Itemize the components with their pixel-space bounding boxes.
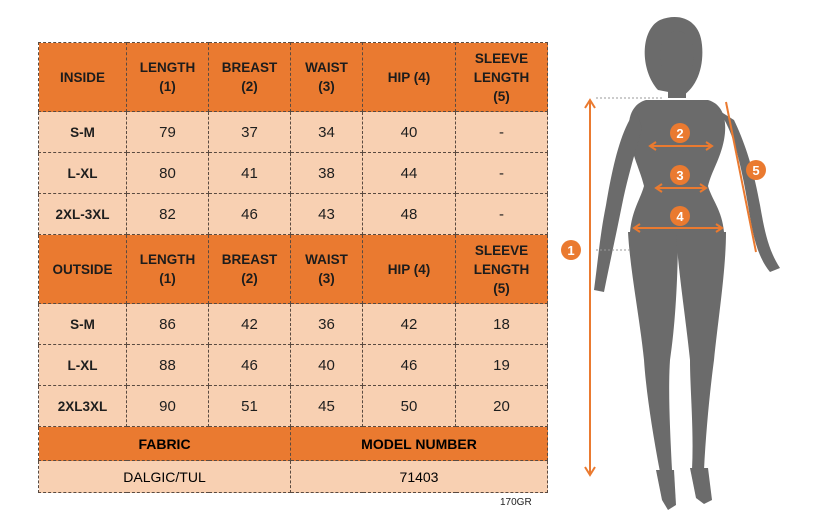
- header-hip: HIP (4): [362, 42, 456, 112]
- table-row: L-XL 88 46 40 46 19: [38, 344, 548, 386]
- marker-4: 4: [670, 206, 690, 226]
- marker-5: 5: [746, 160, 766, 180]
- size-label: L-XL: [38, 344, 127, 386]
- marker-3: 3: [670, 165, 690, 185]
- header-breast: BREAST (2): [208, 42, 291, 112]
- header-sleeve-length: SLEEVE LENGTH (5): [455, 42, 548, 112]
- fabric-label: FABRIC: [38, 426, 291, 461]
- size-label: S-M: [38, 303, 127, 345]
- table-row: S-M 79 37 34 40 -: [38, 111, 548, 153]
- value-cell: 18: [455, 303, 548, 345]
- value-cell: 20: [455, 385, 548, 427]
- outside-header-cell: OUTSIDE: [38, 234, 127, 304]
- svg-text:4: 4: [676, 209, 684, 224]
- value-cell: 34: [290, 111, 363, 153]
- outside-header-row: OUTSIDE LENGTH (1) BREAST (2) WAIST (3) HIP…: [38, 234, 548, 304]
- value-cell: 90: [126, 385, 209, 427]
- value-cell: 48: [362, 193, 456, 235]
- value-cell: 41: [208, 152, 291, 194]
- value-cell: 86: [126, 303, 209, 345]
- value-cell: 46: [208, 344, 291, 386]
- svg-text:2: 2: [676, 126, 683, 141]
- header-length: LENGTH (1): [126, 42, 209, 112]
- value-cell: 46: [362, 344, 456, 386]
- svg-text:1: 1: [567, 243, 574, 258]
- value-cell: 37: [208, 111, 291, 153]
- value-cell: 51: [208, 385, 291, 427]
- svg-text:5: 5: [752, 163, 759, 178]
- value-cell: 19: [455, 344, 548, 386]
- header-waist: WAIST (3): [290, 234, 363, 304]
- value-cell: 40: [362, 111, 456, 153]
- value-cell: 36: [290, 303, 363, 345]
- size-label: 2XL-3XL: [38, 193, 127, 235]
- value-cell: 38: [290, 152, 363, 194]
- value-cell: 88: [126, 344, 209, 386]
- value-cell: -: [455, 152, 548, 194]
- fabric-value: DALGIC/TUL: [38, 460, 291, 493]
- table-row: L-XL 80 41 38 44 -: [38, 152, 548, 194]
- inside-header-cell: INSIDE: [38, 42, 127, 112]
- header-breast: BREAST (2): [208, 234, 291, 304]
- footer-header-row: FABRIC MODEL NUMBER: [38, 426, 548, 461]
- model-number-label: MODEL NUMBER: [290, 426, 548, 461]
- weight-label: 170GR: [500, 497, 532, 508]
- value-cell: 82: [126, 193, 209, 235]
- table-row: S-M 86 42 36 42 18: [38, 303, 548, 345]
- size-label: S-M: [38, 111, 127, 153]
- value-cell: 42: [362, 303, 456, 345]
- marker-1: 1: [561, 240, 581, 260]
- marker-2: 2: [670, 123, 690, 143]
- table-row: 2XL-3XL 82 46 43 48 -: [38, 193, 548, 235]
- silhouette-icon: [594, 17, 780, 510]
- size-label: 2XL3XL: [38, 385, 127, 427]
- value-cell: 44: [362, 152, 456, 194]
- header-waist: WAIST (3): [290, 42, 363, 112]
- body-silhouette-figure: 1 2 3 4 5: [561, 17, 780, 510]
- size-chart-table: INSIDE LENGTH (1) BREAST (2) WAIST (3) HIP …: [38, 42, 548, 493]
- footer-value-row: DALGIC/TUL 71403: [38, 460, 548, 493]
- table-row: 2XL3XL 90 51 45 50 20: [38, 385, 548, 427]
- svg-text:3: 3: [676, 168, 683, 183]
- header-length: LENGTH (1): [126, 234, 209, 304]
- value-cell: 79: [126, 111, 209, 153]
- value-cell: 40: [290, 344, 363, 386]
- model-number-value: 71403: [290, 460, 548, 493]
- value-cell: 42: [208, 303, 291, 345]
- value-cell: 43: [290, 193, 363, 235]
- value-cell: -: [455, 193, 548, 235]
- value-cell: 45: [290, 385, 363, 427]
- size-label: L-XL: [38, 152, 127, 194]
- header-hip: HIP (4): [362, 234, 456, 304]
- header-sleeve-length: SLEEVE LENGTH (5): [455, 234, 548, 304]
- value-cell: 46: [208, 193, 291, 235]
- value-cell: 50: [362, 385, 456, 427]
- value-cell: -: [455, 111, 548, 153]
- inside-header-row: INSIDE LENGTH (1) BREAST (2) WAIST (3) HIP …: [38, 42, 548, 112]
- value-cell: 80: [126, 152, 209, 194]
